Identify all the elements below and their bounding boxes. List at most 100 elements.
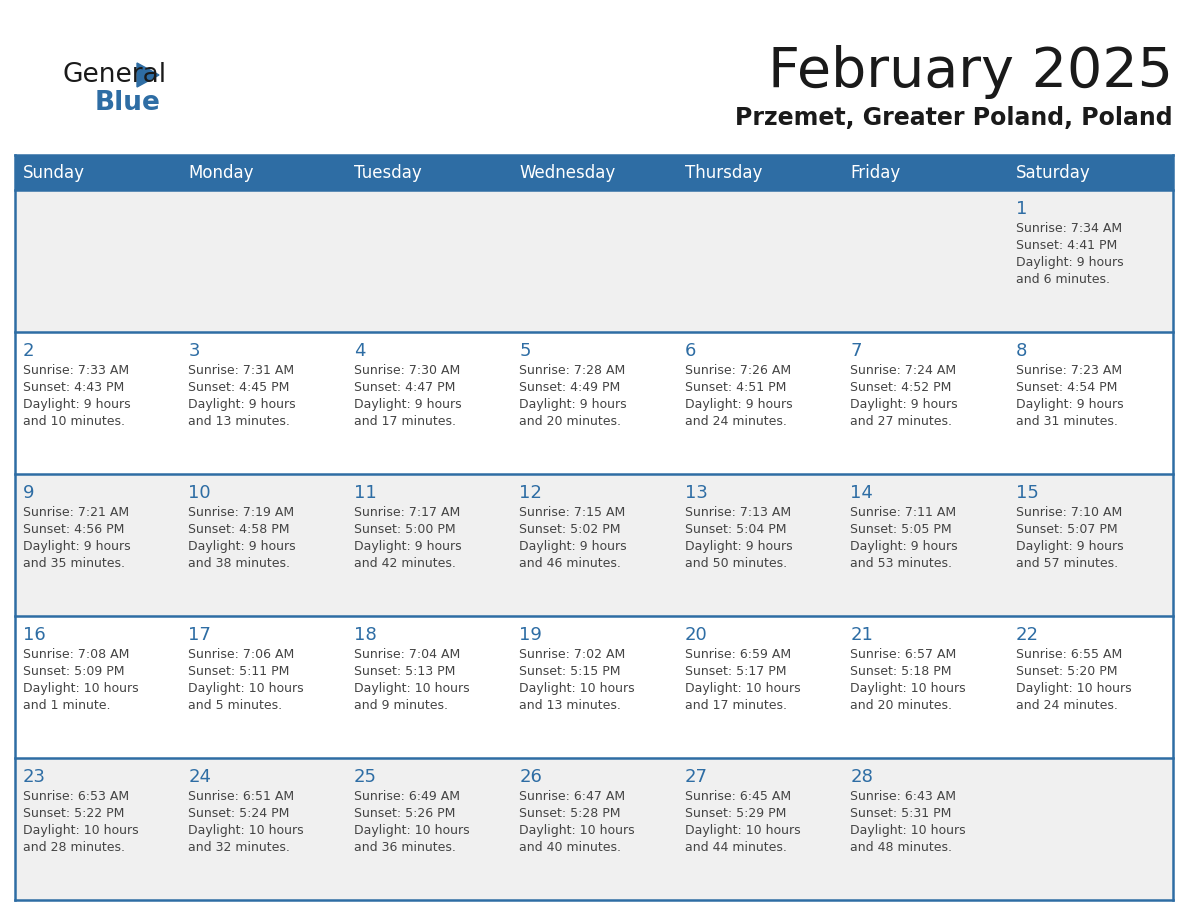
Text: Daylight: 9 hours: Daylight: 9 hours	[189, 540, 296, 553]
Bar	[15, 332, 1173, 474]
Text: Sunrise: 7:26 AM: Sunrise: 7:26 AM	[684, 364, 791, 377]
Text: Daylight: 9 hours: Daylight: 9 hours	[354, 540, 461, 553]
Text: Daylight: 10 hours: Daylight: 10 hours	[851, 682, 966, 695]
Text: and 36 minutes.: and 36 minutes.	[354, 841, 456, 854]
Text: and 57 minutes.: and 57 minutes.	[1016, 557, 1118, 570]
Text: Sunrise: 6:55 AM: Sunrise: 6:55 AM	[1016, 648, 1121, 661]
Text: Daylight: 9 hours: Daylight: 9 hours	[519, 398, 627, 411]
Text: Sunrise: 6:59 AM: Sunrise: 6:59 AM	[684, 648, 791, 661]
Text: Sunrise: 7:23 AM: Sunrise: 7:23 AM	[1016, 364, 1121, 377]
Text: Sunset: 4:58 PM: Sunset: 4:58 PM	[189, 523, 290, 536]
Text: Sunrise: 6:49 AM: Sunrise: 6:49 AM	[354, 790, 460, 803]
Text: Sunset: 5:24 PM: Sunset: 5:24 PM	[189, 807, 290, 820]
Text: Sunrise: 7:13 AM: Sunrise: 7:13 AM	[684, 506, 791, 519]
Text: 18: 18	[354, 626, 377, 644]
Text: 11: 11	[354, 484, 377, 502]
Text: and 9 minutes.: and 9 minutes.	[354, 699, 448, 712]
Text: Tuesday: Tuesday	[354, 163, 422, 182]
Text: Sunrise: 7:10 AM: Sunrise: 7:10 AM	[1016, 506, 1121, 519]
Text: 3: 3	[189, 342, 200, 360]
Text: Sunset: 5:15 PM: Sunset: 5:15 PM	[519, 665, 621, 678]
Text: Sunrise: 7:21 AM: Sunrise: 7:21 AM	[23, 506, 129, 519]
Text: Daylight: 9 hours: Daylight: 9 hours	[1016, 256, 1123, 269]
Text: and 31 minutes.: and 31 minutes.	[1016, 415, 1118, 428]
Text: Sunrise: 7:17 AM: Sunrise: 7:17 AM	[354, 506, 460, 519]
Text: 21: 21	[851, 626, 873, 644]
Text: 25: 25	[354, 768, 377, 786]
Text: Sunset: 4:52 PM: Sunset: 4:52 PM	[851, 381, 952, 394]
Text: Daylight: 10 hours: Daylight: 10 hours	[189, 824, 304, 837]
Text: Sunrise: 7:33 AM: Sunrise: 7:33 AM	[23, 364, 129, 377]
Text: Daylight: 10 hours: Daylight: 10 hours	[354, 824, 469, 837]
Text: 2: 2	[23, 342, 34, 360]
Text: 27: 27	[684, 768, 708, 786]
Text: and 53 minutes.: and 53 minutes.	[851, 557, 952, 570]
Text: Daylight: 10 hours: Daylight: 10 hours	[684, 682, 801, 695]
Text: Sunrise: 6:51 AM: Sunrise: 6:51 AM	[189, 790, 295, 803]
Text: and 5 minutes.: and 5 minutes.	[189, 699, 283, 712]
Text: Sunset: 4:47 PM: Sunset: 4:47 PM	[354, 381, 455, 394]
Text: Monday: Monday	[189, 163, 254, 182]
Text: and 10 minutes.: and 10 minutes.	[23, 415, 125, 428]
Text: and 1 minute.: and 1 minute.	[23, 699, 110, 712]
Text: Daylight: 9 hours: Daylight: 9 hours	[23, 398, 131, 411]
Text: 10: 10	[189, 484, 211, 502]
Text: Sunrise: 6:47 AM: Sunrise: 6:47 AM	[519, 790, 625, 803]
Text: Daylight: 10 hours: Daylight: 10 hours	[354, 682, 469, 695]
Bar	[15, 474, 1173, 616]
Text: and 17 minutes.: and 17 minutes.	[684, 699, 786, 712]
Text: 15: 15	[1016, 484, 1038, 502]
Text: Sunset: 5:18 PM: Sunset: 5:18 PM	[851, 665, 952, 678]
Text: Sunset: 5:04 PM: Sunset: 5:04 PM	[684, 523, 786, 536]
Text: Sunset: 5:28 PM: Sunset: 5:28 PM	[519, 807, 621, 820]
Text: Sunset: 5:02 PM: Sunset: 5:02 PM	[519, 523, 621, 536]
Text: Sunrise: 7:24 AM: Sunrise: 7:24 AM	[851, 364, 956, 377]
Text: 6: 6	[684, 342, 696, 360]
Text: Sunset: 4:43 PM: Sunset: 4:43 PM	[23, 381, 125, 394]
Text: 19: 19	[519, 626, 542, 644]
Text: Sunset: 5:07 PM: Sunset: 5:07 PM	[1016, 523, 1117, 536]
Text: and 24 minutes.: and 24 minutes.	[684, 415, 786, 428]
Text: 20: 20	[684, 626, 708, 644]
Text: 8: 8	[1016, 342, 1026, 360]
Bar	[15, 758, 1173, 900]
Bar	[842, 155, 1007, 190]
Bar	[15, 190, 1173, 332]
Text: and 42 minutes.: and 42 minutes.	[354, 557, 456, 570]
Text: General: General	[62, 62, 166, 88]
Text: and 20 minutes.: and 20 minutes.	[519, 415, 621, 428]
Text: and 50 minutes.: and 50 minutes.	[684, 557, 786, 570]
Text: Sunset: 5:31 PM: Sunset: 5:31 PM	[851, 807, 952, 820]
Text: Sunset: 5:26 PM: Sunset: 5:26 PM	[354, 807, 455, 820]
Text: Sunset: 5:09 PM: Sunset: 5:09 PM	[23, 665, 125, 678]
Text: Sunset: 4:54 PM: Sunset: 4:54 PM	[1016, 381, 1117, 394]
Text: Sunset: 4:51 PM: Sunset: 4:51 PM	[684, 381, 786, 394]
Text: Sunset: 4:56 PM: Sunset: 4:56 PM	[23, 523, 125, 536]
Bar	[15, 155, 181, 190]
Text: 13: 13	[684, 484, 708, 502]
Text: Daylight: 10 hours: Daylight: 10 hours	[189, 682, 304, 695]
Text: Daylight: 9 hours: Daylight: 9 hours	[1016, 540, 1123, 553]
Bar	[181, 155, 346, 190]
Text: Sunrise: 6:45 AM: Sunrise: 6:45 AM	[684, 790, 791, 803]
Text: 16: 16	[23, 626, 46, 644]
Text: Sunset: 4:45 PM: Sunset: 4:45 PM	[189, 381, 290, 394]
Text: Friday: Friday	[851, 163, 901, 182]
Text: Sunrise: 7:28 AM: Sunrise: 7:28 AM	[519, 364, 626, 377]
Text: Daylight: 9 hours: Daylight: 9 hours	[684, 540, 792, 553]
Text: Sunset: 5:11 PM: Sunset: 5:11 PM	[189, 665, 290, 678]
Text: 5: 5	[519, 342, 531, 360]
Text: 24: 24	[189, 768, 211, 786]
Text: Daylight: 9 hours: Daylight: 9 hours	[1016, 398, 1123, 411]
Text: Daylight: 9 hours: Daylight: 9 hours	[23, 540, 131, 553]
Text: and 13 minutes.: and 13 minutes.	[189, 415, 290, 428]
Text: 26: 26	[519, 768, 542, 786]
Text: Sunrise: 7:11 AM: Sunrise: 7:11 AM	[851, 506, 956, 519]
Text: Sunrise: 7:02 AM: Sunrise: 7:02 AM	[519, 648, 626, 661]
Text: Sunrise: 7:30 AM: Sunrise: 7:30 AM	[354, 364, 460, 377]
Text: and 38 minutes.: and 38 minutes.	[189, 557, 290, 570]
Text: Sunset: 5:17 PM: Sunset: 5:17 PM	[684, 665, 786, 678]
Text: 9: 9	[23, 484, 34, 502]
Text: 17: 17	[189, 626, 211, 644]
Text: and 44 minutes.: and 44 minutes.	[684, 841, 786, 854]
